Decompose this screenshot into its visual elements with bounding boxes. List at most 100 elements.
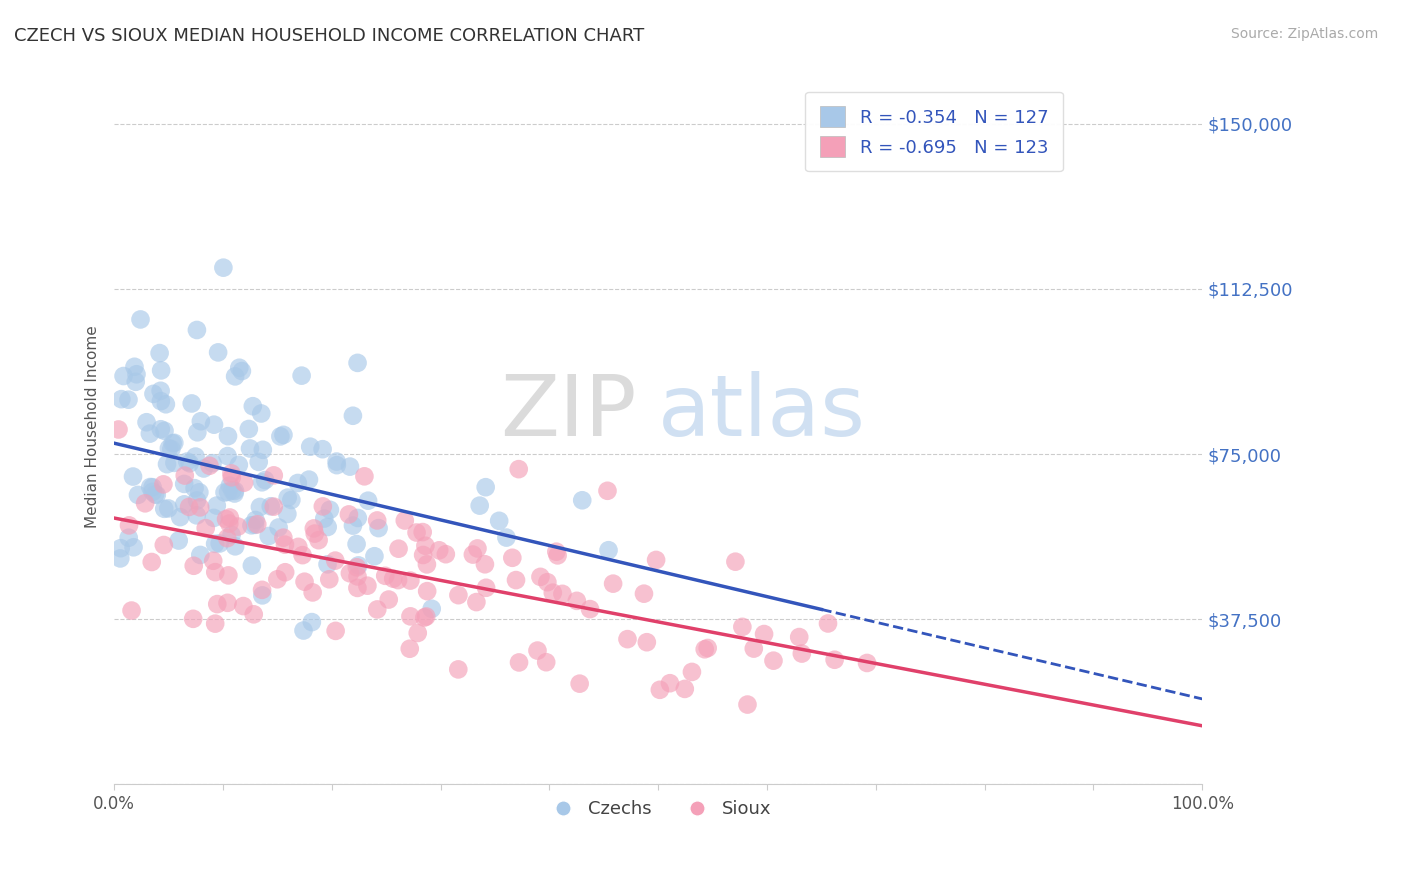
Point [406,626,429,640]
Point [205,499,228,513]
Point [568,676,591,690]
Point [226,519,249,533]
Point [149,346,172,360]
Point [633,587,655,601]
Point [176,454,198,468]
Point [298,473,321,487]
Point [308,533,330,548]
Point [228,458,250,472]
Point [167,533,190,548]
Point [346,511,368,525]
Point [488,514,510,528]
Point [301,585,323,599]
Point [356,579,378,593]
Point [149,394,172,409]
Point [110,551,132,566]
Point [526,643,548,657]
Point [202,511,225,525]
Point [149,384,172,398]
Point [323,553,346,567]
Point [184,450,207,464]
Point [374,569,396,583]
Point [366,602,388,616]
Point [215,512,238,526]
Point [347,558,370,573]
Point [245,513,267,527]
Point [326,458,349,472]
Point [217,568,239,582]
Point [318,572,340,586]
Point [252,442,274,457]
Point [337,508,360,522]
Point [163,456,186,470]
Point [412,548,434,562]
Point [724,555,747,569]
Point [186,493,208,508]
Point [475,581,498,595]
Point [790,647,813,661]
Point [413,610,436,624]
Point [287,475,309,490]
Point [169,510,191,524]
Point [541,585,564,599]
Point [239,442,262,456]
Point [468,499,491,513]
Point [501,550,523,565]
Legend: Czechs, Sioux: Czechs, Sioux [537,793,779,825]
Point [731,620,754,634]
Point [598,543,620,558]
Point [817,616,839,631]
Point [752,627,775,641]
Point [263,500,285,514]
Point [280,493,302,508]
Point [505,573,527,587]
Point [302,521,325,535]
Point [250,475,273,490]
Point [596,483,619,498]
Point [118,531,141,545]
Point [277,491,299,505]
Point [565,594,588,608]
Point [124,359,146,374]
Point [218,478,240,492]
Point [474,480,496,494]
Point [150,363,173,377]
Point [312,500,335,514]
Point [157,442,180,456]
Point [217,531,239,545]
Point [142,387,165,401]
Point [208,536,231,550]
Point [415,539,437,553]
Point [415,609,437,624]
Point [141,484,163,499]
Point [204,616,226,631]
Point [737,698,759,712]
Point [217,449,239,463]
Point [202,417,225,432]
Point [787,630,810,644]
Point [186,323,208,337]
Point [233,475,256,490]
Point [217,596,239,610]
Point [495,531,517,545]
Point [357,493,380,508]
Point [342,409,364,423]
Text: ZIP: ZIP [501,371,637,454]
Point [571,493,593,508]
Point [186,425,208,440]
Point [231,364,253,378]
Point [461,548,484,562]
Point [121,603,143,617]
Point [110,392,132,406]
Point [173,468,195,483]
Point [299,440,322,454]
Point [276,507,298,521]
Point [149,422,172,436]
Point [183,481,205,495]
Point [246,517,269,532]
Point [156,457,179,471]
Point [198,458,221,473]
Point [319,502,342,516]
Point [636,635,658,649]
Point [366,513,388,527]
